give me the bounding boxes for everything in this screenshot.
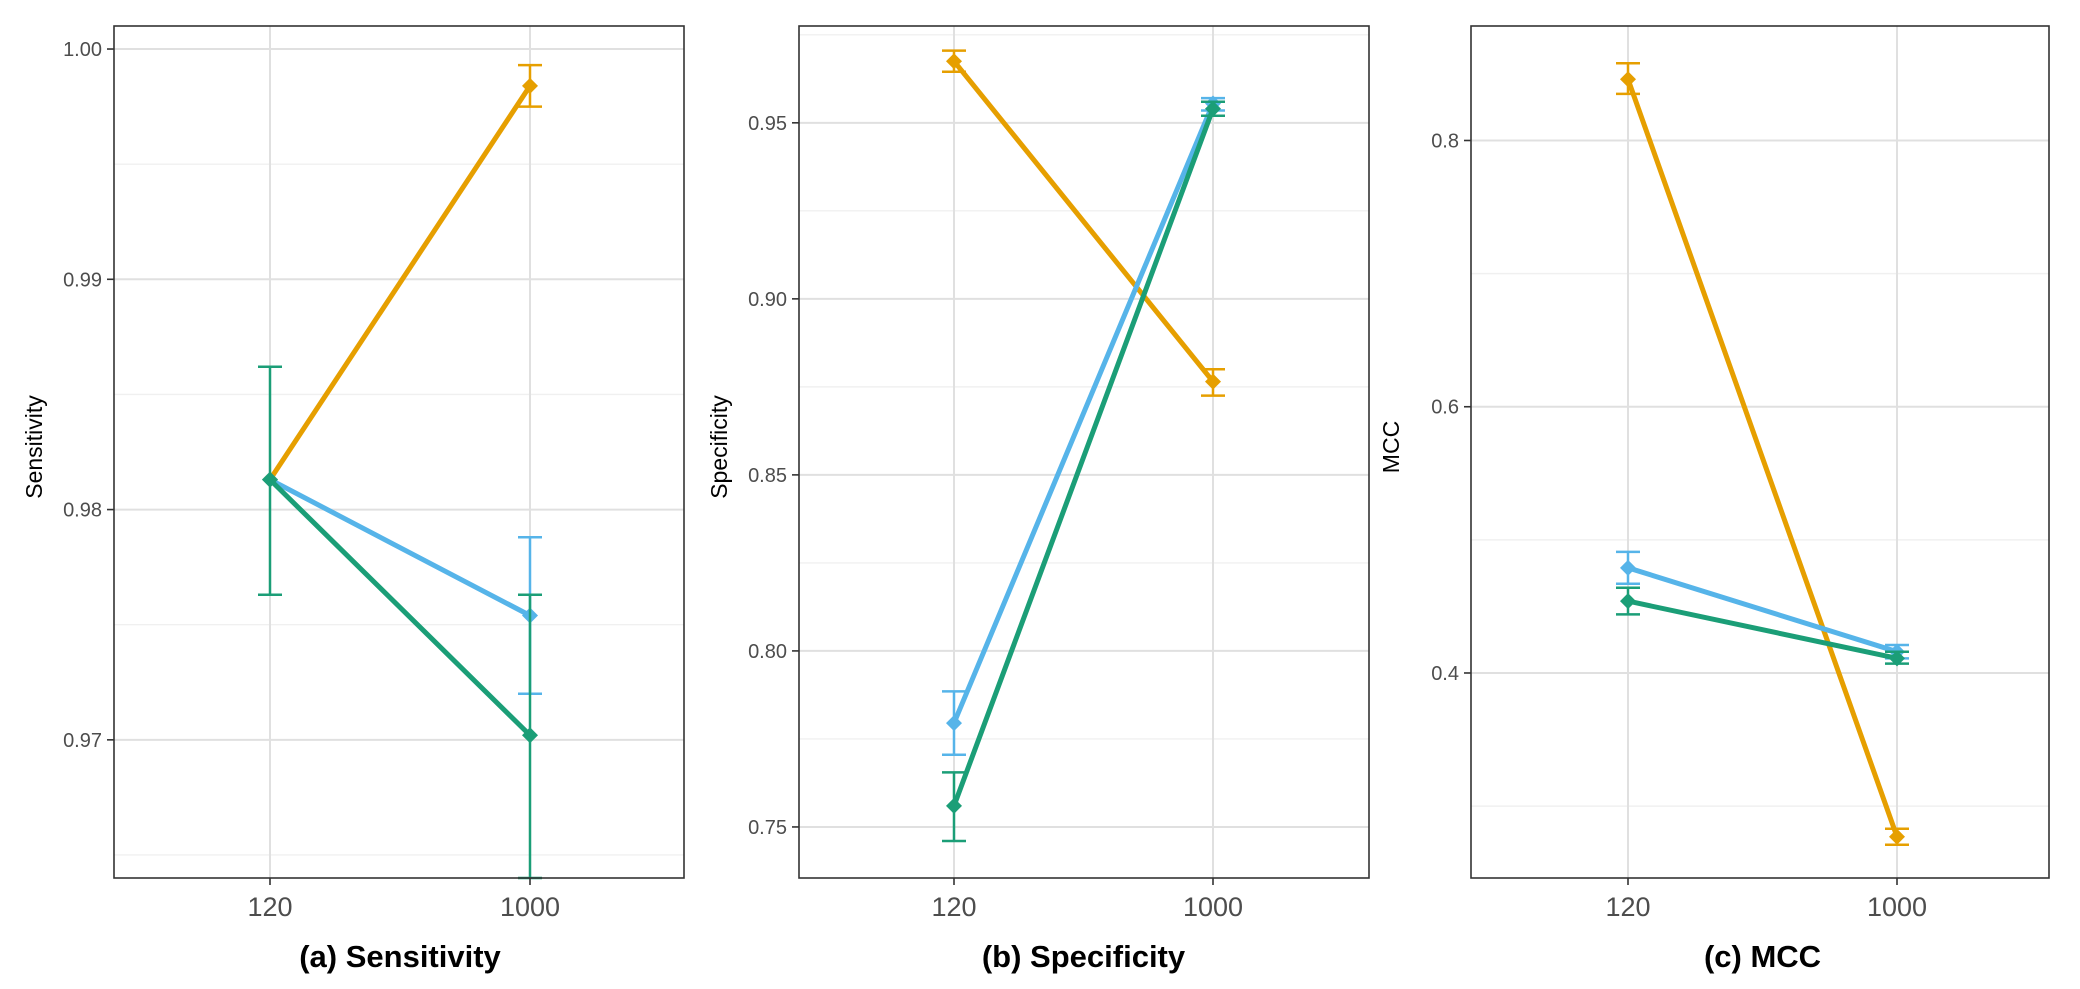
panel-title: (c) MCC: [1704, 939, 1821, 974]
x-tick-label: 120: [247, 892, 292, 922]
y-tick-label: 1.00: [63, 39, 102, 61]
y-axis-title: Sensitivity: [21, 395, 47, 499]
data-point-marker: [522, 77, 538, 94]
series-line: [951, 106, 1216, 809]
y-tick-label: 0.99: [63, 269, 102, 291]
series-green: [1616, 586, 1909, 667]
chart-panel-1: 0.97 0.98 0.99 1.00 120 1000 Sensitivity (a) Se…: [21, 25, 685, 974]
series-orange: [262, 63, 542, 488]
panel-border: [113, 25, 685, 879]
data-point-marker: [946, 53, 962, 70]
chart-panel-2: 0.75 0.80 0.85 0.90 0.95 120 1000 Specificity (b…: [706, 25, 1370, 974]
data-point-marker: [1620, 593, 1636, 610]
data-point-marker: [1620, 71, 1636, 88]
data-point-marker: [522, 727, 538, 744]
series-line: [267, 83, 533, 483]
data-point-marker: [1889, 828, 1905, 845]
panel-border: [798, 25, 1370, 879]
data-point-marker: [1205, 373, 1221, 390]
data-point-marker: [1620, 559, 1636, 576]
series-blue: [262, 471, 542, 696]
data-point-marker: [946, 797, 962, 814]
y-tick-label: 0.4: [1431, 663, 1459, 685]
y-axis-title: Specificity: [706, 395, 732, 499]
x-tick-label: 1000: [1183, 892, 1243, 922]
panel-title: (a) Sensitivity: [299, 939, 501, 974]
x-tick-label: 1000: [500, 892, 560, 922]
series-orange: [1616, 62, 1909, 846]
data-point-marker: [1889, 650, 1905, 667]
x-tick-label: 1000: [1867, 892, 1927, 922]
series-line: [267, 477, 533, 618]
data-point-marker: [262, 471, 278, 488]
series-green: [942, 100, 1225, 843]
y-tick-label: 0.8: [1431, 130, 1459, 152]
y-tick-label: 0.85: [748, 465, 787, 487]
panel-title: (b) Specificity: [982, 939, 1186, 974]
series-line: [951, 58, 1216, 385]
series-line: [267, 477, 533, 738]
chart-panel-3: 0.4 0.6 0.8 120 1000 MCC (c) MCC: [1378, 25, 2050, 974]
series-line: [951, 100, 1216, 726]
series-line: [1625, 565, 1900, 655]
y-tick-label: 0.6: [1431, 397, 1459, 419]
x-tick-label: 120: [1605, 892, 1650, 922]
y-tick-label: 0.75: [748, 817, 787, 839]
y-tick-label: 0.98: [63, 500, 102, 522]
y-tick-label: 0.95: [748, 113, 787, 135]
series-green: [258, 365, 542, 880]
series-line: [1625, 598, 1900, 661]
data-point-marker: [1205, 100, 1221, 117]
data-point-marker: [946, 715, 962, 732]
y-axis-title: MCC: [1378, 421, 1404, 473]
y-tick-label: 0.90: [748, 289, 787, 311]
series-orange: [942, 49, 1225, 397]
panel-border: [1470, 25, 2050, 879]
series-line: [1625, 76, 1900, 840]
y-tick-label: 0.80: [748, 641, 787, 663]
y-tick-label: 0.97: [63, 730, 102, 752]
x-tick-label: 120: [931, 892, 976, 922]
